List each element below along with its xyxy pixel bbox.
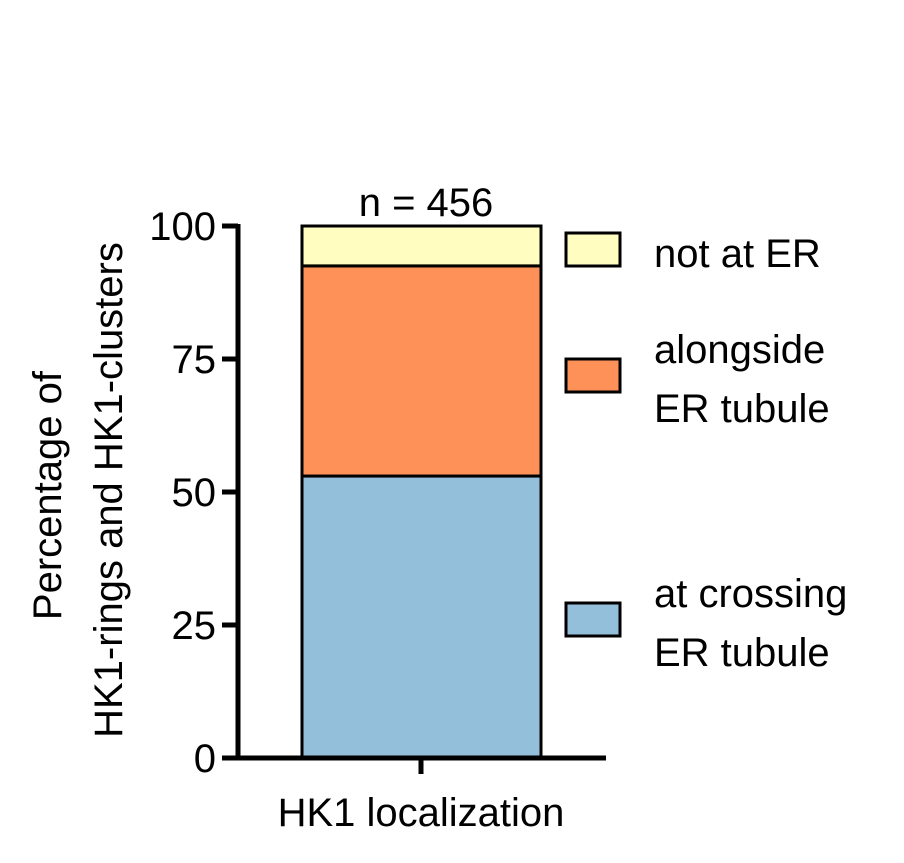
y-ticks: 0 25 50 75 100 xyxy=(149,205,238,781)
sample-size-annotation: n = 456 xyxy=(359,181,494,225)
legend-label-1: not at ER xyxy=(654,232,821,276)
y-tick-label: 75 xyxy=(172,338,217,382)
legend-label-3: at crossing xyxy=(654,572,847,616)
y-axis-title-line-2: HK1-rings and HK1-clusters xyxy=(87,242,131,738)
bar-segment-3 xyxy=(300,224,543,268)
y-axis-title-line-1: Percentage of xyxy=(26,370,70,620)
y-tick-label: 25 xyxy=(172,604,217,648)
y-tick-label: 100 xyxy=(149,205,216,249)
legend-swatch-2 xyxy=(564,357,622,394)
legend-label-2: alongside xyxy=(654,328,825,372)
y-tick-label: 0 xyxy=(194,737,216,781)
bar-group xyxy=(300,224,543,760)
legend-label-3: ER tubule xyxy=(654,631,830,675)
bar-segment-1 xyxy=(300,474,543,760)
legend-swatch-1 xyxy=(564,231,622,268)
y-axis-title: Percentage of HK1-rings and HK1-clusters xyxy=(26,242,131,738)
legend-swatch-3 xyxy=(564,601,622,638)
y-tick-label: 50 xyxy=(172,471,217,515)
bar-segment-2 xyxy=(300,264,543,478)
x-axis-title: HK1 localization xyxy=(278,791,565,835)
legend: not at ER alongside ER tubule at crossing ER… xyxy=(564,231,847,675)
legend-label-2: ER tubule xyxy=(654,387,830,431)
